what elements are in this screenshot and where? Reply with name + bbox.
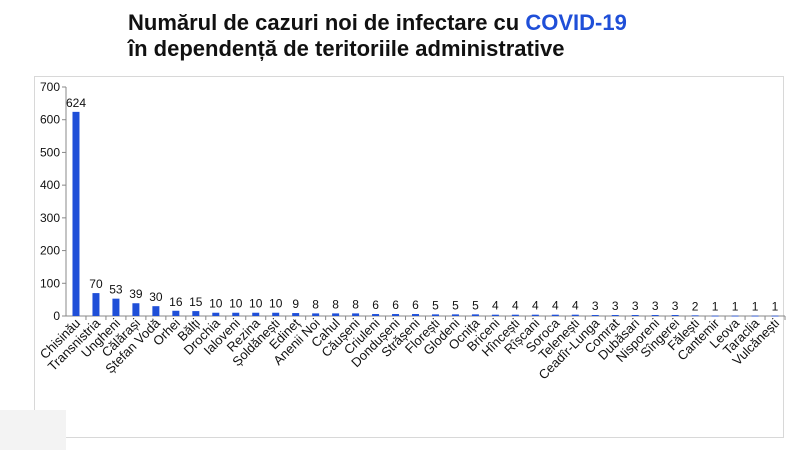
bar: [392, 314, 400, 316]
bar: [412, 314, 420, 316]
bar: [332, 313, 340, 316]
bar: [272, 312, 280, 316]
bar: [431, 314, 439, 316]
title-accent-text: COVID-19: [525, 10, 627, 35]
bar: [491, 314, 499, 316]
title-line-2: în dependență de teritoriile administrat…: [128, 36, 565, 61]
data-label: 1: [732, 300, 739, 314]
bar: [152, 306, 160, 316]
data-label: 3: [672, 299, 679, 313]
y-tick-label: 700: [40, 80, 60, 94]
bar: [451, 314, 459, 316]
bar: [212, 312, 220, 316]
data-label: 3: [652, 299, 659, 313]
data-label: 5: [432, 298, 439, 312]
data-label: 1: [752, 300, 759, 314]
bar: [731, 315, 739, 317]
data-label: 53: [109, 283, 123, 297]
bar: [352, 313, 360, 316]
y-tick-label: 500: [40, 145, 60, 159]
bar: [172, 310, 180, 316]
y-tick-label: 200: [40, 244, 60, 258]
data-label: 624: [66, 96, 86, 110]
bottom-strip: [0, 410, 66, 450]
data-label: 4: [532, 299, 539, 313]
bar: [232, 312, 240, 316]
data-label: 6: [412, 298, 419, 312]
bar: [671, 315, 679, 316]
bar: [292, 313, 300, 316]
data-label: 15: [189, 295, 203, 309]
data-label: 30: [149, 290, 163, 304]
bar: [611, 315, 619, 316]
bar: [551, 314, 559, 316]
data-label: 70: [89, 277, 103, 291]
data-label: 4: [552, 299, 559, 313]
data-label: 8: [332, 297, 339, 311]
data-label: 1: [712, 300, 719, 314]
bar: [252, 312, 260, 316]
y-tick-label: 600: [40, 113, 60, 127]
bar: [72, 111, 80, 316]
data-label: 1: [772, 300, 779, 314]
bar: [92, 293, 100, 316]
data-label: 10: [209, 297, 223, 311]
data-label: 3: [592, 299, 599, 313]
data-label: 3: [632, 299, 639, 313]
data-label: 6: [372, 298, 379, 312]
data-label: 4: [492, 299, 499, 313]
bar: [591, 315, 599, 316]
y-tick-label: 400: [40, 178, 60, 192]
y-tick-label: 0: [53, 309, 60, 323]
bar: [372, 314, 380, 316]
data-label: 10: [269, 297, 283, 311]
bar: [511, 314, 519, 316]
chart-frame: [34, 76, 784, 438]
data-label: 10: [229, 297, 243, 311]
data-label: 10: [249, 297, 263, 311]
title-text: Numărul de cazuri noi de infectare cu: [128, 10, 526, 35]
bar: [771, 315, 779, 317]
data-label: 5: [452, 298, 459, 312]
bar: [651, 315, 659, 316]
bar: [132, 303, 140, 316]
bar: [531, 314, 539, 316]
bar: [112, 298, 120, 316]
bar: [471, 314, 479, 316]
data-label: 8: [352, 297, 359, 311]
data-label: 4: [572, 299, 579, 313]
data-label: 3: [612, 299, 619, 313]
bar: [571, 314, 579, 316]
bar: [711, 315, 719, 317]
bar: [751, 315, 759, 317]
data-label: 5: [472, 298, 479, 312]
data-label: 6: [392, 298, 399, 312]
data-label: 16: [169, 295, 183, 309]
data-label: 8: [312, 297, 319, 311]
title-line-1: Numărul de cazuri noi de infectare cu CO…: [128, 10, 788, 36]
data-label: 9: [292, 297, 299, 311]
bar: [631, 315, 639, 316]
data-label: 2: [692, 299, 699, 313]
bar: [312, 313, 320, 316]
y-tick-label: 300: [40, 211, 60, 225]
chart-title: Numărul de cazuri noi de infectare cu CO…: [128, 10, 788, 62]
bar: [691, 315, 699, 317]
data-label: 4: [512, 299, 519, 313]
bar: [192, 311, 200, 316]
data-label: 39: [129, 287, 143, 301]
y-tick-label: 100: [40, 276, 60, 290]
